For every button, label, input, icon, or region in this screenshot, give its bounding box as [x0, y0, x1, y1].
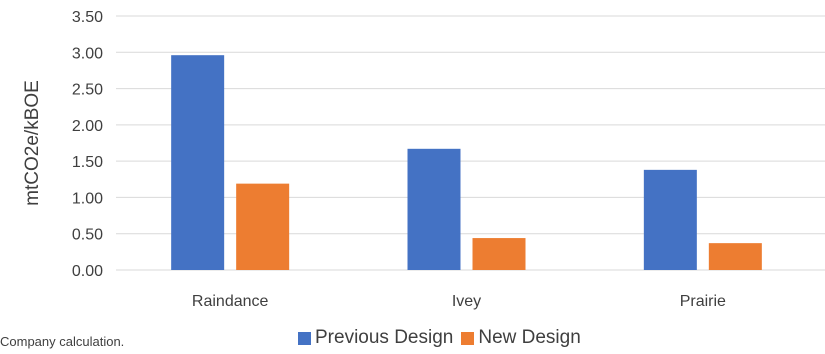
y-tick-label: 3.00 [72, 45, 103, 62]
y-axis-ticks: 0.00 0.50 1.00 1.50 2.00 2.50 3.00 3.50 [72, 9, 103, 280]
bar-chart: 0.00 0.50 1.00 1.50 2.00 2.50 3.00 3.50 Raindan… [22, 9, 825, 310]
bar-raindance-previous [171, 55, 225, 271]
y-tick-label: 3.50 [72, 9, 103, 26]
bar-ivey-previous [407, 148, 461, 270]
y-tick-label: 1.00 [72, 190, 103, 207]
y-tick-label: 2.50 [72, 82, 103, 99]
legend: Previous Design New Design [298, 327, 589, 349]
x-tick-label: Prairie [680, 293, 726, 310]
y-tick-label: 1.50 [72, 154, 103, 171]
x-tick-label: Ivey [452, 293, 481, 310]
bar-prairie-new [708, 243, 762, 270]
y-tick-label: 0.00 [72, 263, 103, 280]
x-tick-label: Raindance [192, 293, 269, 310]
bar-ivey-new [472, 238, 526, 270]
bar-raindance-new [236, 183, 290, 270]
x-axis-ticks: Raindance Ivey Prairie [192, 293, 726, 310]
legend-label-new: New Design [478, 327, 581, 348]
legend-swatch-new [461, 331, 475, 345]
bar-prairie-previous [643, 169, 697, 270]
legend-item-new: New Design [461, 327, 581, 349]
legend-item-previous: Previous Design [298, 327, 453, 349]
y-axis-label: mtCO2e/kBOE [22, 80, 43, 206]
gridlines [116, 15, 825, 271]
y-tick-label: 2.00 [72, 118, 103, 135]
legend-label-previous: Previous Design [315, 327, 454, 348]
legend-swatch-previous [298, 331, 311, 345]
source-footnote: Company calculation. [0, 334, 125, 349]
bars [171, 55, 762, 271]
y-tick-label: 0.50 [72, 227, 103, 244]
